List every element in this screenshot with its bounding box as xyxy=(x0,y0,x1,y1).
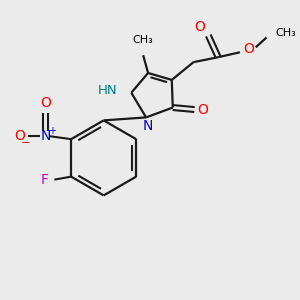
Text: +: + xyxy=(48,126,56,136)
Text: −: − xyxy=(21,138,30,148)
Text: O: O xyxy=(194,20,205,34)
Text: CH₃: CH₃ xyxy=(133,35,154,45)
Text: F: F xyxy=(40,172,49,187)
Text: O: O xyxy=(14,129,25,143)
Text: O: O xyxy=(40,96,51,110)
Text: O: O xyxy=(243,42,254,56)
Text: N: N xyxy=(40,129,51,143)
Text: CH₃: CH₃ xyxy=(275,28,296,38)
Text: N: N xyxy=(143,119,153,133)
Text: O: O xyxy=(197,103,208,116)
Text: HN: HN xyxy=(98,84,118,97)
